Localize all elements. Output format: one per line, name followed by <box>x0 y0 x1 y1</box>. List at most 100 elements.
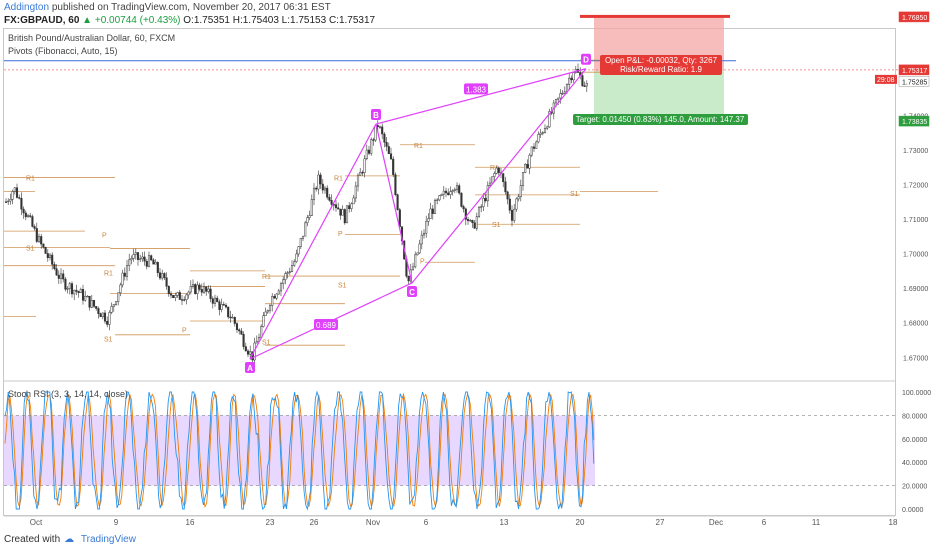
created-with: Created with <box>4 534 61 545</box>
candle-body <box>187 291 190 296</box>
pattern-point-badge <box>371 109 381 121</box>
pattern-point-label: C <box>409 288 415 297</box>
time-tick-label: Nov <box>366 518 380 527</box>
ohlc-values: O:1.75351 H:1.75403 L:1.75153 C:1.75317 <box>183 15 376 26</box>
price-tick-label: 1.67000 <box>903 355 928 362</box>
price-tick-label: 1.72000 <box>903 182 928 189</box>
candle-body <box>15 187 19 198</box>
candle-body <box>321 183 324 191</box>
price-badge-label: 1.73835 <box>902 119 927 126</box>
pivot-label: S1 <box>570 191 579 198</box>
candle-body <box>218 301 221 310</box>
pivot-label: R1 <box>26 176 35 183</box>
candle-body <box>106 320 109 325</box>
candle-body <box>288 271 291 273</box>
candle-body <box>436 199 439 201</box>
candle-body <box>541 132 544 134</box>
candle-body <box>150 255 153 261</box>
candle-body <box>427 218 430 222</box>
candle-body <box>486 185 489 202</box>
candle-body <box>297 246 300 255</box>
stoch-d-line <box>4 392 595 509</box>
candle-body <box>359 172 362 176</box>
price-change: +0.00744 (+0.43%) <box>94 15 181 26</box>
candle-body <box>286 272 289 274</box>
pivot-label: P <box>102 233 107 240</box>
candle-body <box>284 273 287 280</box>
candle-body <box>433 199 437 214</box>
pivot-label: R1 <box>334 176 343 183</box>
candle-body <box>174 295 177 298</box>
candle-body <box>40 236 43 245</box>
candle-body <box>4 201 8 203</box>
candle-body <box>161 273 164 279</box>
candle-body <box>59 273 63 279</box>
candle-body <box>537 134 540 143</box>
candle-body <box>55 268 58 276</box>
symbol-bar: FX:GBPAUD, 60 ▲ +0.00744 (+0.43%) O:1.75… <box>4 15 375 26</box>
candle-body <box>363 158 366 173</box>
publish-info: Addington published on TradingView.com, … <box>4 2 331 13</box>
candle-body <box>46 253 49 259</box>
candle-body <box>374 125 377 141</box>
candle-body <box>491 176 494 184</box>
candle-body <box>13 187 16 192</box>
candle-body <box>392 158 395 175</box>
candle-body <box>172 294 175 298</box>
candle-body <box>147 255 151 267</box>
pivots-legend[interactable]: Pivots (Fibonacci, Auto, 15) <box>8 46 118 56</box>
time-tick-label: Oct <box>30 518 43 527</box>
candle-body <box>425 221 428 234</box>
candle-body <box>180 299 184 301</box>
candle-body <box>458 185 461 194</box>
candle-body <box>77 291 80 294</box>
candle-body <box>293 261 296 266</box>
candle-body <box>295 253 298 262</box>
candle-body <box>238 329 241 332</box>
candle-body <box>132 254 135 259</box>
pivot-label: S1 <box>492 222 501 229</box>
candle-body <box>497 167 500 173</box>
candle-body <box>306 217 309 224</box>
candle-body <box>493 173 496 177</box>
candle-body <box>273 296 276 299</box>
candle-body <box>385 141 388 147</box>
candle-body <box>341 209 344 216</box>
price-badge-label: 1.75317 <box>902 68 927 75</box>
candle-body <box>37 236 41 242</box>
symbol[interactable]: FX:GBPAUD, 60 <box>4 15 80 26</box>
author-link[interactable]: Addington <box>4 2 50 13</box>
candle-body <box>64 278 67 290</box>
candle-body <box>376 125 379 128</box>
main-series-legend[interactable]: British Pound/Australian Dollar, 60, FXC… <box>8 33 176 43</box>
candle-body <box>110 306 113 313</box>
candle-body <box>158 272 162 279</box>
candle-body <box>90 300 93 308</box>
tradingview-brand[interactable]: TradingView <box>80 534 136 545</box>
candle-body <box>266 310 269 313</box>
candle-body <box>191 284 195 287</box>
candle-body <box>235 323 239 331</box>
candle-body <box>268 305 272 311</box>
stoch-k-line <box>4 390 595 511</box>
candle-body <box>513 208 516 221</box>
candle-body <box>44 247 47 254</box>
candle-body <box>508 198 511 211</box>
candle-body <box>299 238 302 247</box>
pivot-label: R1 <box>490 165 499 172</box>
price-badge <box>898 115 930 127</box>
candle-body <box>378 126 382 128</box>
candle-body <box>475 216 478 229</box>
candle-body <box>345 205 349 224</box>
candle-body <box>209 288 212 299</box>
candle-body <box>557 97 560 100</box>
tradingview-logo-icon[interactable]: ☁ <box>64 534 75 545</box>
stoch-tick-label: 60.0000 <box>902 437 927 444</box>
candle-body <box>213 297 217 304</box>
time-tick-label: 20 <box>576 518 585 527</box>
stoch-rsi-legend[interactable]: Stoch RSI (3, 3, 14, 14, close) <box>8 389 129 399</box>
price-badge <box>898 11 930 23</box>
open-pnl-label: Open P&L: -0.00032, Qty: 3267 <box>605 56 718 65</box>
candle-body <box>506 191 509 200</box>
